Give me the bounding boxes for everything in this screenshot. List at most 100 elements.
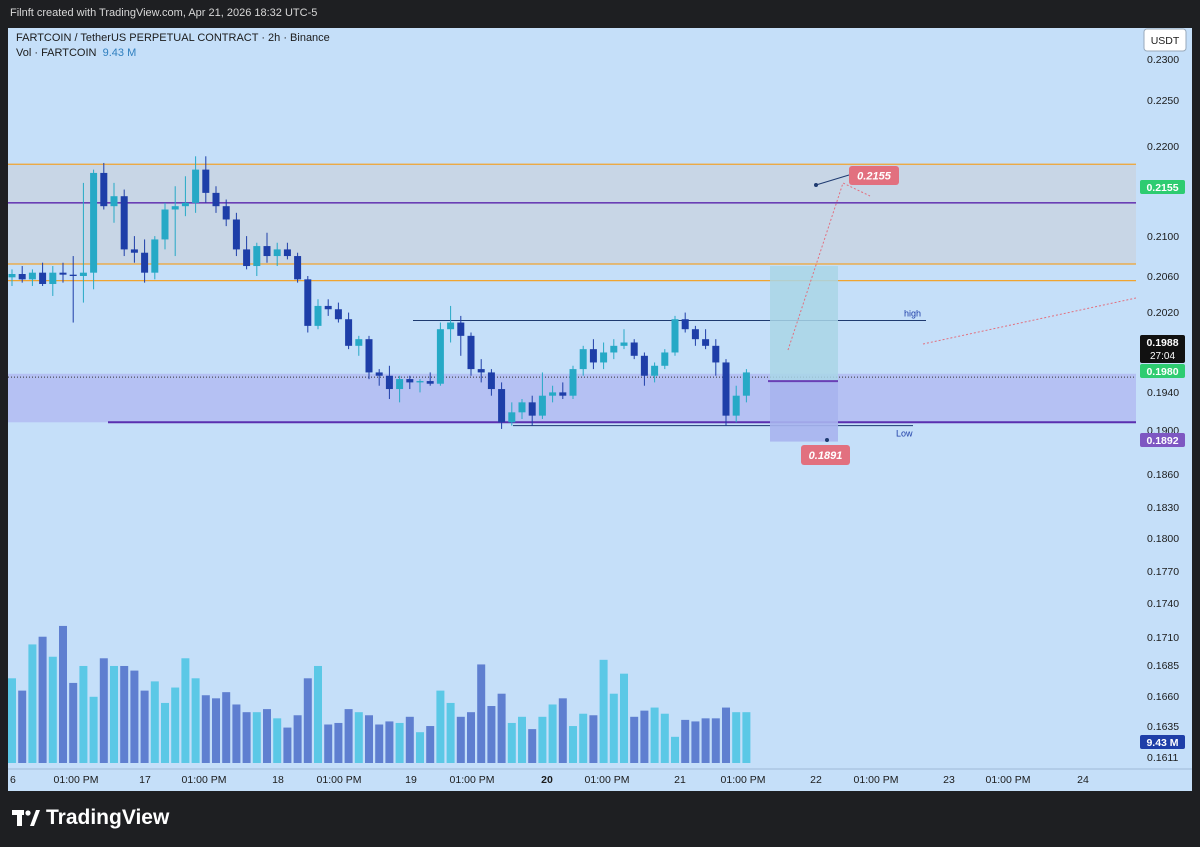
volume-bar [620, 673, 628, 763]
volume-bar [324, 724, 333, 763]
candle-body [212, 192, 220, 207]
candle-body [365, 339, 373, 373]
volume-bar [426, 726, 435, 763]
volume-bar [99, 658, 108, 763]
volume-bar [110, 665, 118, 763]
volume-bar [681, 719, 690, 763]
time-tick: 20 [541, 774, 553, 786]
price-tick: 0.2300 [1147, 54, 1179, 66]
currency-button [1143, 28, 1187, 52]
price-tick: 0.2060 [1147, 271, 1179, 283]
price-tick: 0.1770 [1147, 566, 1179, 578]
price-tick: 0.1740 [1147, 598, 1179, 610]
volume-bar [242, 712, 251, 763]
target-up-connector [815, 174, 850, 186]
candle-body [324, 305, 332, 310]
volume-bar [671, 736, 679, 763]
volume-bar [59, 625, 67, 763]
volume-bar [722, 707, 730, 763]
volume-bar [232, 704, 241, 763]
time-tick: 01:00 PM [986, 774, 1031, 786]
candle-body [100, 172, 108, 207]
volume-bar [507, 722, 516, 763]
price-tick: 0.2100 [1147, 231, 1179, 243]
chart-frame[interactable]: high Low 0.2155 0.1891 0.2300 0.2250 0.2200 0.2… [8, 28, 1192, 791]
candle-body [518, 402, 526, 413]
volume-bar [28, 644, 37, 763]
price-chart[interactable]: high Low 0.2155 0.1891 0.2300 0.2250 0.2200 0.2… [8, 28, 1192, 791]
candle-body [477, 369, 485, 373]
volume-bar [365, 715, 373, 763]
candle-body [426, 381, 434, 384]
candle-body [232, 219, 240, 250]
candle-body [508, 412, 516, 423]
volume-bar [344, 709, 353, 763]
price-badge [1140, 364, 1185, 378]
volume-bar [273, 718, 282, 763]
volume-bar [375, 724, 384, 763]
resistance-zone [8, 164, 1136, 265]
candle-body [243, 249, 251, 267]
volume-bar [579, 713, 588, 763]
time-axis: 6 01:00 PM 17 01:00 PM 18 01:00 PM 19 01:00 PM 2… [8, 768, 1192, 791]
time-tick: 22 [810, 774, 822, 786]
candle-body [90, 172, 98, 273]
volume-bar [140, 690, 149, 763]
volume-bar [48, 656, 57, 763]
candle-body [620, 342, 628, 346]
volume-bar [558, 698, 567, 763]
price-badge [1140, 735, 1185, 749]
volume-bar [181, 658, 190, 763]
price-badge-text: 0.1892 [1146, 435, 1178, 447]
candle-body [69, 274, 77, 276]
volume-bar [89, 696, 98, 763]
candle-body [396, 379, 404, 390]
volume-bar [497, 693, 506, 763]
price-tick: 0.1860 [1147, 469, 1179, 481]
price-axis-bg [1136, 28, 1192, 791]
price-tick: 0.2250 [1147, 95, 1179, 107]
target-down-badge [801, 445, 850, 465]
volume-bar [711, 718, 720, 763]
candle-body [283, 249, 291, 257]
price-badge [1140, 180, 1185, 194]
candle-body [732, 395, 740, 416]
symbol-header: FARTCOIN / TetherUS PERPETUAL CONTRACT ·… [16, 32, 330, 44]
time-tick: 24 [1077, 774, 1089, 786]
volume-bar [569, 726, 577, 763]
candle-body [59, 272, 67, 275]
volume-bar [314, 665, 322, 763]
time-tick: 01:00 PM [854, 774, 899, 786]
candle-body [406, 379, 414, 383]
candle-body [355, 339, 363, 346]
price-badge [1140, 433, 1185, 447]
candle-body [600, 352, 608, 363]
volume-bar [609, 693, 618, 763]
candle-body [141, 252, 149, 273]
candle-body [49, 272, 57, 284]
tradingview-logo[interactable]: TradingView [12, 806, 169, 830]
volume-bar [701, 718, 710, 763]
price-tick: 0.1660 [1147, 691, 1179, 703]
volume-bar [589, 715, 598, 763]
volume-bar [650, 707, 659, 763]
price-tick: 0.1710 [1147, 632, 1179, 644]
target-down-text: 0.1891 [809, 450, 843, 462]
candle-body [447, 322, 455, 330]
low-label: Low [896, 429, 913, 439]
price-badge-countdown: 27:04 [1150, 351, 1175, 362]
volume-bar [436, 690, 445, 763]
candle-body [457, 322, 465, 336]
volume-bar [18, 690, 27, 763]
volume-bar [477, 664, 486, 763]
candle-body [651, 365, 659, 376]
candle-body [742, 372, 750, 396]
brand-name: TradingView [46, 806, 170, 829]
candle-body [661, 352, 669, 366]
volume-bar [548, 704, 557, 763]
price-badge-text: 0.1988 [1146, 337, 1178, 349]
price-tick: 0.1940 [1147, 387, 1179, 399]
loss-zone [770, 381, 838, 442]
volume-bar [334, 722, 343, 763]
target-up-badge [849, 166, 899, 185]
